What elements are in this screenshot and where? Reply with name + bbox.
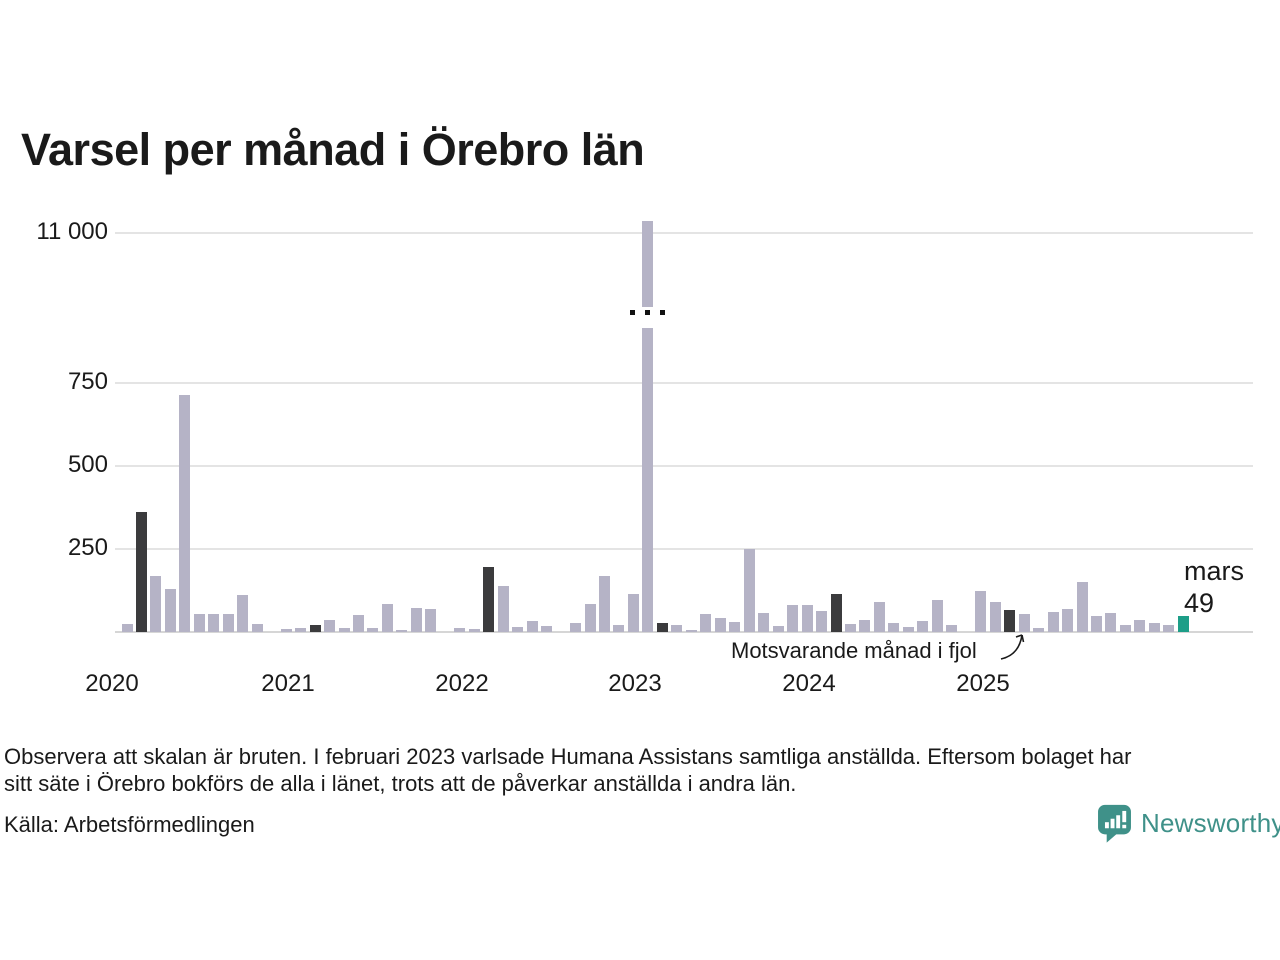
bar-month xyxy=(628,594,639,632)
bar-month xyxy=(1120,625,1131,632)
gridline xyxy=(115,548,1253,550)
bar-month xyxy=(932,600,943,632)
bar-month xyxy=(1163,625,1174,632)
bar-month xyxy=(700,614,711,632)
bar-month xyxy=(295,628,306,632)
bar-month xyxy=(787,605,798,632)
footnote-line-1: Observera att skalan är bruten. I februa… xyxy=(4,744,1132,769)
x-axis-year-label: 2023 xyxy=(608,670,662,697)
bar-month xyxy=(541,626,552,632)
y-axis-tick-label: 250 xyxy=(67,534,108,561)
bar-month xyxy=(975,591,986,632)
bar-month xyxy=(585,604,596,632)
bar-outlier-upper xyxy=(642,221,653,307)
bar-current-month xyxy=(1178,616,1189,632)
current-value-label: 49 xyxy=(1184,588,1215,618)
bar-month xyxy=(874,602,885,632)
y-axis-tick-label: 11 000 xyxy=(36,218,108,245)
x-axis-year-label: 2021 xyxy=(261,670,315,697)
bar-month xyxy=(715,618,726,632)
bar-month xyxy=(367,628,378,632)
bar-same-month-last-year xyxy=(831,594,842,632)
bar-month xyxy=(512,627,523,632)
bar-month xyxy=(1077,582,1088,632)
bar-month xyxy=(454,628,465,632)
bar-month xyxy=(859,620,870,632)
bar-month xyxy=(223,614,234,632)
bar-month xyxy=(339,628,350,632)
bar-month xyxy=(165,589,176,632)
y-axis-tick-label: 750 xyxy=(67,368,108,395)
annotation-arrow xyxy=(1000,634,1025,660)
gridline xyxy=(115,382,1253,384)
gridline xyxy=(115,232,1253,234)
bar-same-month-last-year xyxy=(1004,610,1015,632)
source-note: Källa: Arbetsförmedlingen xyxy=(4,812,255,837)
x-axis-year-label: 2022 xyxy=(435,670,489,697)
bar-month xyxy=(425,609,436,632)
y-axis-tick-label: 500 xyxy=(67,451,108,478)
bar-month xyxy=(382,604,393,632)
bar-month xyxy=(1149,623,1160,632)
bar-month xyxy=(498,586,509,632)
bar-month xyxy=(816,611,827,632)
bar-same-month-last-year xyxy=(657,623,668,632)
bar-same-month-last-year xyxy=(483,567,494,632)
bar-month xyxy=(570,623,581,632)
bar-month xyxy=(150,576,161,632)
bar-month xyxy=(353,615,364,632)
x-axis-year-label: 2025 xyxy=(956,670,1010,697)
bar-same-month-last-year xyxy=(136,512,147,632)
bar-month xyxy=(527,621,538,632)
bar-month xyxy=(845,624,856,632)
axis-break-dots xyxy=(630,310,665,315)
brand-wordmark: Newsworthy xyxy=(1141,808,1280,838)
x-axis-year-label: 2024 xyxy=(782,670,836,697)
bar-month xyxy=(1134,620,1145,632)
bar-month xyxy=(802,605,813,632)
brand-logo: Newsworthy xyxy=(1097,804,1280,843)
annotation-same-month-last-year: Motsvarande månad i fjol xyxy=(731,638,977,663)
bar-month xyxy=(990,602,1001,632)
bar-month xyxy=(1091,616,1102,632)
bar-month xyxy=(773,626,784,632)
bar-month xyxy=(744,549,755,632)
bar-month xyxy=(1019,614,1030,632)
bar-month xyxy=(194,614,205,632)
bar-month xyxy=(1062,609,1073,632)
bar-month xyxy=(917,621,928,632)
bar-month xyxy=(208,614,219,632)
footnote-line-2: sitt säte i Örebro bokförs de alla i län… xyxy=(4,771,797,796)
bar-month xyxy=(671,625,682,632)
bar-month xyxy=(613,625,624,632)
bar-month xyxy=(252,624,263,632)
bar-month xyxy=(686,630,697,632)
page-title: Varsel per månad i Örebro län xyxy=(21,124,645,175)
bar-month xyxy=(396,630,407,632)
x-axis-year-label: 2020 xyxy=(85,670,139,697)
bar-month xyxy=(122,624,133,632)
bar-month xyxy=(946,625,957,632)
bar-month xyxy=(324,620,335,632)
bar-month xyxy=(903,627,914,632)
bar-same-month-last-year xyxy=(310,625,321,632)
bar-month xyxy=(599,576,610,632)
bar-month xyxy=(281,629,292,632)
gridline xyxy=(115,465,1253,467)
bar-month xyxy=(411,608,422,632)
bar-month xyxy=(758,613,769,632)
bar-month xyxy=(729,622,740,632)
bar-month xyxy=(1033,628,1044,632)
bar-month xyxy=(179,395,190,632)
bar-month xyxy=(1105,613,1116,632)
x-axis-baseline xyxy=(115,631,1253,633)
bar-month xyxy=(1048,612,1059,632)
bar-outlier-lower xyxy=(642,328,653,632)
bar-month xyxy=(888,623,899,632)
bar-month xyxy=(237,595,248,632)
bar-month xyxy=(469,629,480,632)
current-month-label: mars xyxy=(1184,556,1244,586)
newsworthy-mark-icon xyxy=(1098,804,1131,843)
